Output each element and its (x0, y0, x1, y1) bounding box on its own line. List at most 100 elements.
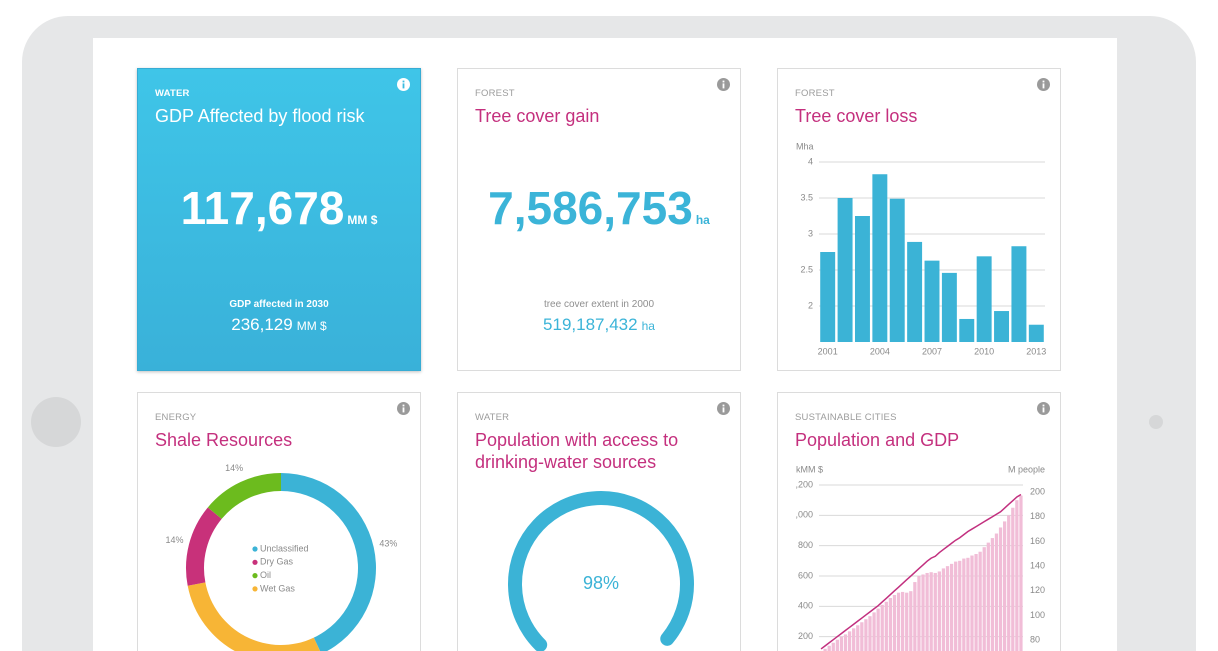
bar (823, 648, 827, 651)
x-tick-label: 2013 (1026, 346, 1046, 356)
info-icon[interactable] (397, 78, 410, 91)
kpi-unit: ha (695, 213, 710, 227)
info-stem (722, 407, 725, 413)
info-icon[interactable] (717, 78, 730, 91)
bar (924, 260, 940, 342)
kpi: 117,678 MM $ (138, 181, 420, 235)
info-dot (402, 80, 405, 83)
card-title: GDP Affected by flood risk (155, 106, 365, 126)
bar (998, 527, 1003, 651)
bar (860, 622, 864, 651)
bar (1003, 521, 1007, 651)
info-icon[interactable] (1037, 402, 1050, 415)
bar (892, 594, 897, 651)
x-tick-label: 2010 (974, 346, 994, 356)
card-category: SUSTAINABLE CITIES (795, 412, 897, 423)
y-axis-label: kMM $ (796, 464, 823, 474)
bar (994, 533, 999, 651)
y-tick-label: 4 (808, 156, 813, 166)
y2-axis-label: M people (1008, 464, 1045, 474)
bar (1011, 507, 1015, 651)
card: 98% WATER Population with access to drinki… (457, 392, 741, 651)
info-icon[interactable] (397, 402, 410, 415)
card-category: WATER (155, 88, 190, 99)
legend-marker (252, 546, 258, 552)
bar (962, 558, 966, 651)
bar (856, 625, 860, 651)
card-title: Population and GDP (795, 430, 960, 450)
legend-marker (252, 573, 258, 579)
y-axis-label: Mha (796, 141, 814, 151)
info-icon[interactable] (717, 402, 730, 415)
info-stem (402, 83, 405, 89)
bar (937, 571, 941, 651)
bar (837, 198, 853, 342)
y-tick-label: 1,200 (790, 479, 813, 489)
info-stem (1042, 83, 1045, 89)
bar (907, 241, 923, 342)
y2-tick-label: 160 (1030, 536, 1045, 546)
bar (884, 601, 888, 651)
y-ticks: 200 400 600 800 1,000 1,200 (790, 479, 813, 641)
legend-marker (252, 559, 258, 565)
bar (974, 554, 978, 651)
bar (889, 198, 905, 342)
bar (994, 311, 1010, 342)
card: 43% 14% 14% Unclassified Dry Gas Oil Wet Gas EN… (137, 392, 421, 651)
bar (921, 574, 925, 651)
x-tick-label: 2004 (870, 346, 890, 356)
bar (970, 555, 974, 651)
info-dot (1042, 404, 1045, 407)
card: Mha 2 2.5 3 3.5 4 2001 2004 2007 2010 2013 FOREST Tr… (777, 68, 1061, 371)
bar (954, 561, 958, 651)
bar (872, 612, 876, 651)
y-tick-label: 2.5 (800, 264, 813, 274)
bar (1015, 500, 1019, 651)
data-label: 43% (379, 538, 397, 548)
sub-unit: ha (641, 319, 655, 333)
card: WATER GDP Affected by flood risk 117,678 MM… (137, 68, 421, 371)
sub-unit: MM $ (296, 319, 327, 333)
info-dot (722, 80, 725, 83)
card-title: Population with access to drinking-water… (475, 430, 679, 472)
bar (820, 252, 836, 342)
info-icon[interactable] (1037, 78, 1050, 91)
info-stem (402, 407, 405, 413)
kpi-value: 117,678 (180, 182, 345, 234)
y-tick-label: 400 (798, 601, 813, 611)
donut-segment (186, 507, 222, 586)
bar (933, 572, 937, 651)
bar (905, 592, 909, 651)
bar (888, 597, 893, 651)
sub-value: 519,187,432 (543, 315, 638, 334)
y2-tick-label: 140 (1030, 561, 1045, 571)
y-tick-label: 800 (798, 540, 813, 550)
camera (1149, 415, 1163, 429)
bar (976, 256, 992, 342)
bar (847, 631, 852, 651)
legend-label: Wet Gas (260, 583, 295, 593)
bar (896, 592, 901, 651)
chart: 200 400 600 800 1,000 1,200 kMM $ M people 80 100… (790, 464, 1045, 651)
card-title: Shale Resources (155, 430, 293, 450)
bar (831, 642, 835, 651)
home-button (31, 397, 81, 447)
bar (854, 216, 870, 342)
card-title: Tree cover gain (475, 106, 600, 126)
data-label: 14% (165, 535, 183, 545)
card-title: Tree cover loss (795, 106, 918, 126)
sub-kpi: 236,129 MM $ (138, 315, 420, 335)
bar (958, 560, 962, 651)
bar (925, 572, 929, 651)
bar (1028, 324, 1044, 342)
y2-tick-label: 120 (1030, 585, 1045, 595)
bar (941, 272, 957, 342)
legend-label: Oil (260, 570, 271, 580)
y-tick-label: 3.5 (800, 192, 813, 202)
bar (868, 616, 872, 651)
bar (966, 557, 970, 651)
info-dot (722, 404, 725, 407)
info-stem (722, 83, 725, 89)
kpi: 7,586,753 ha (458, 181, 740, 235)
